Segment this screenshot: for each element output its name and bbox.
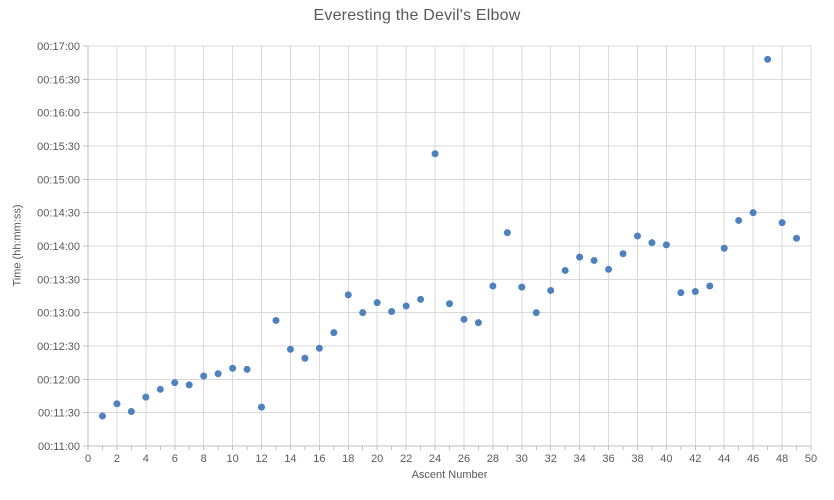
y-tick-label: 00:13:30 (37, 274, 80, 286)
data-point (735, 216, 743, 224)
x-tick-label: 4 (143, 453, 149, 465)
data-point (691, 288, 699, 296)
data-point (793, 234, 801, 242)
x-tick-label: 8 (201, 453, 207, 465)
y-tick-label: 00:14:00 (37, 241, 80, 253)
x-tick-label: 38 (631, 453, 643, 465)
y-tick-label: 00:16:30 (37, 74, 80, 86)
x-tick-label: 46 (747, 453, 759, 465)
data-point (619, 250, 627, 258)
data-point (286, 345, 294, 353)
x-tick-label: 12 (255, 453, 267, 465)
data-point (561, 266, 569, 274)
data-point (474, 319, 482, 327)
data-point (214, 370, 222, 378)
data-point (576, 253, 584, 261)
y-tick-label: 00:13:00 (37, 308, 80, 320)
data-point (344, 291, 352, 299)
x-tick-label: 30 (516, 453, 528, 465)
data-point (547, 286, 555, 294)
x-tick-label: 48 (776, 453, 788, 465)
data-point (315, 344, 323, 352)
data-point (503, 229, 511, 237)
data-point (431, 150, 439, 158)
data-point (633, 232, 641, 240)
x-axis-title: Ascent Number (411, 469, 488, 481)
y-axis-title: Time (hh:mm:ss) (11, 204, 24, 287)
data-point (460, 315, 468, 323)
data-point (518, 283, 526, 291)
x-tick-label: 40 (660, 453, 672, 465)
data-point (113, 400, 121, 408)
data-point (662, 241, 670, 249)
x-tick-label: 22 (400, 453, 412, 465)
data-point (489, 282, 497, 290)
data-point (648, 239, 656, 247)
x-tick-label: 34 (574, 453, 586, 465)
y-tick-label: 00:15:00 (37, 174, 80, 186)
data-point (243, 365, 251, 373)
data-point (720, 244, 728, 252)
x-tick-label: 32 (545, 453, 557, 465)
data-point (272, 316, 280, 324)
x-tick-label: 42 (689, 453, 701, 465)
x-tick-label: 36 (602, 453, 614, 465)
data-point (764, 55, 772, 63)
data-point (127, 408, 135, 416)
chart-title: Everesting the Devil's Elbow (313, 7, 521, 24)
data-point (185, 381, 193, 389)
data-point (402, 302, 410, 310)
data-point (532, 309, 540, 317)
data-point (142, 393, 150, 401)
x-tick-label: 14 (284, 453, 296, 465)
data-point (301, 354, 309, 362)
data-point (417, 295, 425, 303)
data-point (778, 219, 786, 227)
data-point (706, 282, 714, 290)
x-tick-label: 24 (429, 453, 441, 465)
data-point (590, 256, 598, 264)
y-tick-label: 00:17:00 (37, 41, 80, 53)
data-point (359, 309, 367, 317)
x-tick-label: 0 (85, 453, 91, 465)
x-tick-label: 18 (342, 453, 354, 465)
x-tick-label: 2 (114, 453, 120, 465)
y-tick-label: 00:12:30 (37, 341, 80, 353)
data-point (229, 364, 237, 372)
y-tick-label: 00:12:00 (37, 374, 80, 386)
y-tick-label: 00:11:30 (38, 408, 80, 420)
data-point (156, 385, 164, 393)
data-point (258, 403, 266, 411)
x-tick-label: 16 (313, 453, 325, 465)
y-tick-label: 00:15:30 (37, 141, 80, 153)
data-point (677, 289, 685, 297)
x-tick-label: 44 (718, 453, 730, 465)
data-point (446, 300, 453, 308)
data-point (605, 265, 613, 273)
data-point (98, 412, 106, 420)
x-tick-label: 6 (172, 453, 178, 465)
y-tick-label: 00:16:00 (37, 108, 80, 120)
data-point (749, 209, 757, 217)
data-point (330, 329, 338, 337)
x-tick-label: 10 (226, 453, 238, 465)
y-tick-label: 00:11:00 (38, 441, 80, 453)
data-point (373, 299, 381, 307)
x-tick-label: 26 (458, 453, 470, 465)
data-point (171, 379, 179, 387)
x-tick-label: 20 (371, 453, 383, 465)
x-tick-label: 28 (487, 453, 499, 465)
x-tick-label: 50 (805, 453, 817, 465)
data-point (388, 308, 396, 316)
y-tick-label: 00:14:30 (37, 208, 80, 220)
data-point (200, 372, 208, 380)
